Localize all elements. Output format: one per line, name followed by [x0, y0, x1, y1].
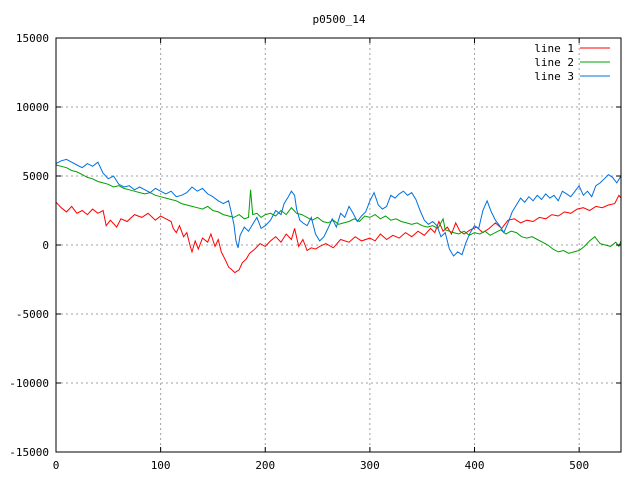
- y-tick-label: 10000: [16, 101, 49, 114]
- series-line-2: [55, 164, 622, 254]
- axis-ticks: 0 100 200 300 400 500 -15000 -10000 -5000 0 5000 10…: [9, 32, 621, 472]
- legend-label: line 3: [534, 70, 574, 83]
- y-tick-label: 0: [42, 239, 49, 252]
- grid: [56, 38, 621, 452]
- x-tick-label: 500: [569, 459, 589, 472]
- x-tick-label: 100: [151, 459, 171, 472]
- y-tick-label: -15000: [9, 446, 49, 459]
- y-tick-label: -10000: [9, 377, 49, 390]
- x-tick-label: 300: [360, 459, 380, 472]
- x-tick-label: 200: [255, 459, 275, 472]
- y-tick-label: -5000: [16, 308, 49, 321]
- plot-series: [55, 158, 622, 274]
- legend-label: line 1: [534, 42, 574, 55]
- x-tick-label: 0: [53, 459, 60, 472]
- legend-label: line 2: [534, 56, 574, 69]
- series-line-3: [55, 158, 622, 257]
- y-tick-label: 15000: [16, 32, 49, 45]
- x-tick-label: 400: [465, 459, 485, 472]
- y-tick-label: 5000: [23, 170, 50, 183]
- series-line-1: [55, 194, 622, 274]
- chart-title: p0500_14: [313, 13, 366, 26]
